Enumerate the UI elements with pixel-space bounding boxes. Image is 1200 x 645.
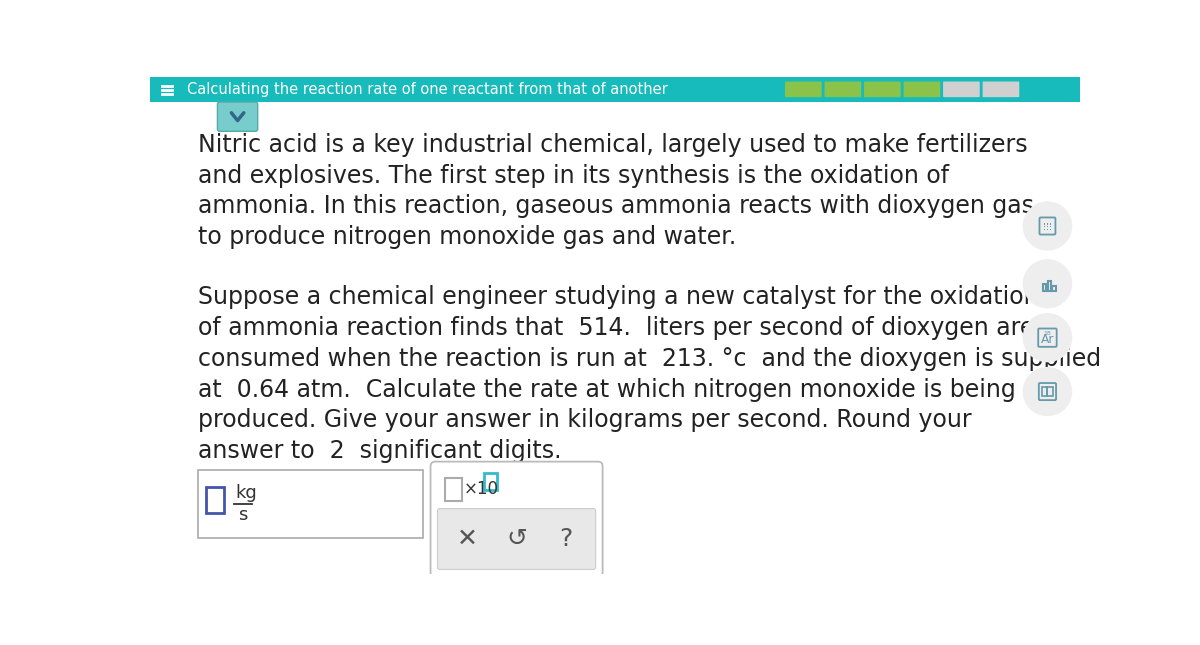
- Text: ↺: ↺: [506, 527, 527, 551]
- Text: Nitric acid is a key industrial chemical, largely used to make fertilizers: Nitric acid is a key industrial chemical…: [198, 133, 1027, 157]
- Text: 18: 18: [1044, 331, 1051, 336]
- FancyBboxPatch shape: [942, 81, 980, 98]
- FancyBboxPatch shape: [444, 478, 462, 501]
- Text: s: s: [239, 506, 247, 524]
- FancyBboxPatch shape: [206, 487, 224, 513]
- Text: consumed when the reaction is run at  213. °c  and the dioxygen is supplied: consumed when the reaction is run at 213…: [198, 347, 1102, 371]
- Text: kg: kg: [235, 484, 257, 502]
- Text: to produce nitrogen monoxide gas and water.: to produce nitrogen monoxide gas and wat…: [198, 225, 737, 249]
- Text: Suppose a chemical engineer studying a new catalyst for the oxidation: Suppose a chemical engineer studying a n…: [198, 285, 1039, 310]
- Text: at  0.64 atm.  Calculate the rate at which nitrogen monoxide is being: at 0.64 atm. Calculate the rate at which…: [198, 378, 1015, 402]
- Text: Ar: Ar: [1040, 333, 1055, 346]
- Text: Calculating the reaction rate of one reactant from that of another: Calculating the reaction rate of one rea…: [187, 82, 668, 97]
- Text: ✕: ✕: [457, 527, 479, 551]
- Text: of ammonia reaction finds that  514.  liters per second of dioxygen are: of ammonia reaction finds that 514. lite…: [198, 316, 1034, 340]
- Text: ×10: ×10: [464, 481, 499, 499]
- FancyBboxPatch shape: [438, 509, 595, 570]
- FancyBboxPatch shape: [784, 81, 823, 98]
- FancyBboxPatch shape: [982, 81, 1020, 98]
- FancyBboxPatch shape: [198, 470, 422, 538]
- Text: ?: ?: [559, 527, 572, 551]
- FancyBboxPatch shape: [823, 81, 863, 98]
- Text: ammonia. In this reaction, gaseous ammonia reacts with dioxygen gas: ammonia. In this reaction, gaseous ammon…: [198, 194, 1034, 219]
- Circle shape: [1022, 259, 1073, 308]
- Circle shape: [1022, 367, 1073, 416]
- Text: answer to  2  significant digits.: answer to 2 significant digits.: [198, 439, 562, 463]
- FancyBboxPatch shape: [150, 77, 1080, 102]
- FancyBboxPatch shape: [217, 102, 258, 132]
- FancyBboxPatch shape: [484, 473, 497, 490]
- Text: produced. Give your answer in kilograms per second. Round your: produced. Give your answer in kilograms …: [198, 408, 972, 433]
- FancyBboxPatch shape: [902, 81, 941, 98]
- FancyBboxPatch shape: [431, 462, 602, 577]
- FancyBboxPatch shape: [863, 81, 901, 98]
- Text: and explosives. The first step in its synthesis is the oxidation of: and explosives. The first step in its sy…: [198, 164, 949, 188]
- Circle shape: [1022, 201, 1073, 251]
- Circle shape: [1022, 313, 1073, 362]
